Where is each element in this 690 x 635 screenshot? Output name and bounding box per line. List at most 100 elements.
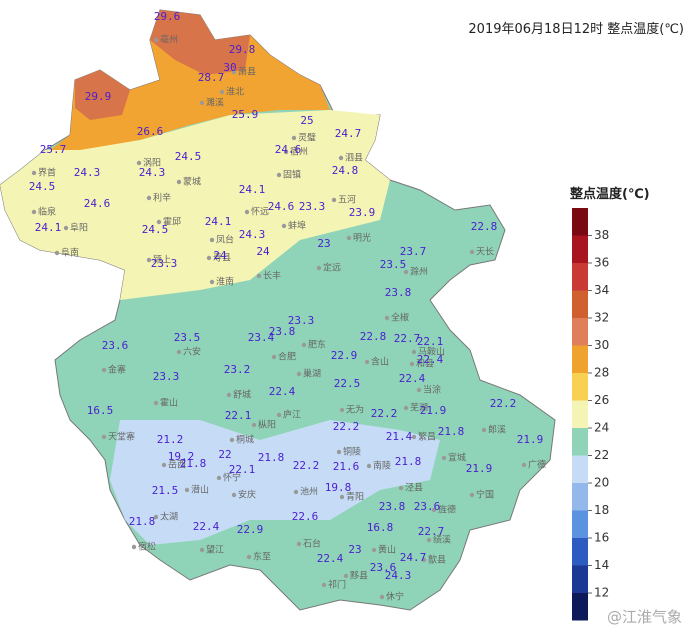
- place-name: 庐江: [283, 409, 301, 421]
- place-dot: [231, 492, 237, 498]
- place-dot: [469, 492, 475, 498]
- place-dot: [398, 485, 404, 491]
- place-dot: [521, 462, 527, 468]
- legend-swatch: [572, 593, 588, 621]
- place-name: 桐城: [236, 434, 254, 446]
- place-name: 颍上: [153, 254, 171, 266]
- place-name: 黄山: [378, 544, 396, 556]
- place-dot: [301, 342, 307, 348]
- place-name: 太湖: [160, 511, 178, 523]
- place-name: 蒙城: [183, 176, 201, 188]
- place-dot: [281, 223, 287, 229]
- place-name: 含山: [371, 356, 389, 368]
- place-name: 繁昌: [418, 431, 436, 443]
- place-name: 泾县: [405, 482, 423, 494]
- place-dot: [101, 434, 107, 440]
- place-name: 祁门: [328, 579, 346, 591]
- legend-tick-label: 16: [594, 531, 609, 545]
- place-dot: [199, 100, 205, 106]
- legend-tick-label: 38: [594, 228, 609, 242]
- place-dot: [153, 37, 159, 43]
- place-name: 灵璧: [298, 132, 316, 144]
- place-dot: [153, 400, 159, 406]
- place-name: 明光: [353, 232, 371, 244]
- place-name: 石台: [303, 538, 321, 550]
- place-dot: [411, 349, 417, 355]
- place-name: 萧县: [238, 66, 256, 78]
- place-dot: [293, 489, 299, 495]
- temperature-reading: 23.3: [299, 200, 326, 213]
- place-name: 池州: [300, 486, 318, 498]
- temperature-reading: 23.3: [151, 257, 178, 270]
- temperature-reading: 22.4: [317, 552, 344, 565]
- place-dot: [441, 455, 447, 461]
- place-name: 合肥: [278, 351, 296, 363]
- place-dot: [271, 354, 277, 360]
- place-dot: [469, 249, 475, 255]
- temperature-reading: 23.9: [349, 206, 376, 219]
- temperature-reading: 24: [256, 245, 270, 258]
- temperature-reading: 22.2: [490, 397, 517, 410]
- place-name: 霍山: [160, 398, 178, 409]
- legend-swatch: [572, 263, 588, 291]
- temperature-reading: 22.1: [417, 335, 444, 348]
- place-dot: [316, 265, 322, 271]
- temperature-reading: 22.9: [331, 349, 358, 362]
- legend-swatch: [572, 455, 588, 483]
- temperature-reading: 22.1: [229, 463, 256, 476]
- temperature-reading: 28.7: [198, 71, 225, 84]
- place-name: 马鞍山: [418, 346, 445, 358]
- place-name: 固镇: [283, 169, 301, 181]
- cool-zone: [110, 420, 440, 545]
- temperature-reading: 23: [317, 237, 330, 250]
- place-dot: [276, 412, 282, 418]
- legend-tick-label: 34: [594, 283, 609, 297]
- place-dot: [206, 255, 212, 261]
- temperature-reading: 21.8: [438, 425, 465, 438]
- temperature-reading: 22.8: [471, 220, 498, 233]
- place-dot: [379, 594, 385, 600]
- temperature-reading: 22.8: [360, 330, 387, 343]
- place-name: 滁州: [410, 267, 428, 278]
- place-name: 阜阳: [70, 222, 88, 234]
- temperature-reading: 21.8: [180, 457, 207, 470]
- place-name: 宿松: [138, 541, 156, 553]
- legend-swatch: [572, 235, 588, 263]
- place-dot: [481, 427, 487, 433]
- temperature-reading: 22.4: [417, 353, 444, 366]
- legend-tick-label: 32: [594, 311, 609, 325]
- legend-tick-label: 12: [594, 586, 609, 600]
- temperature-reading: 21.9: [466, 462, 493, 475]
- legend-tick-label: 20: [594, 476, 609, 490]
- place-name: 南陵: [373, 460, 391, 472]
- place-name: 利辛: [153, 192, 171, 204]
- place-dot: [291, 135, 297, 141]
- place-name: 东至: [253, 551, 271, 563]
- place-name: 和县: [416, 359, 434, 370]
- place-name: 五河: [338, 194, 356, 206]
- place-name: 潜山: [191, 484, 209, 496]
- temperature-reading: 22.6: [292, 510, 319, 523]
- place-dot: [209, 237, 215, 243]
- temperature-reading: 23: [348, 543, 361, 556]
- temperature-reading: 24.7: [400, 551, 427, 564]
- place-name: 郎溪: [488, 424, 506, 436]
- place-dot: [246, 554, 252, 560]
- temperature-reading: 23.6: [102, 339, 129, 352]
- temperature-reading: 21.9: [420, 404, 447, 417]
- place-name: 凤台: [216, 234, 234, 246]
- temperature-reading: 24.3: [139, 166, 166, 179]
- temperature-reading: 22.2: [333, 420, 360, 433]
- temperature-reading: 29.6: [154, 10, 181, 23]
- temperature-reading: 24.1: [35, 221, 62, 234]
- temperature-reading: 23.7: [400, 245, 427, 258]
- temperature-reading: 25.7: [40, 143, 67, 156]
- temperature-reading: 23.8: [379, 500, 406, 513]
- place-name: 临泉: [38, 206, 56, 218]
- place-dot: [176, 179, 182, 185]
- place-name: 亳州: [160, 34, 178, 46]
- temperature-reading: 23.6: [370, 561, 397, 574]
- place-dot: [416, 387, 422, 393]
- place-name: 芜湖: [410, 402, 428, 414]
